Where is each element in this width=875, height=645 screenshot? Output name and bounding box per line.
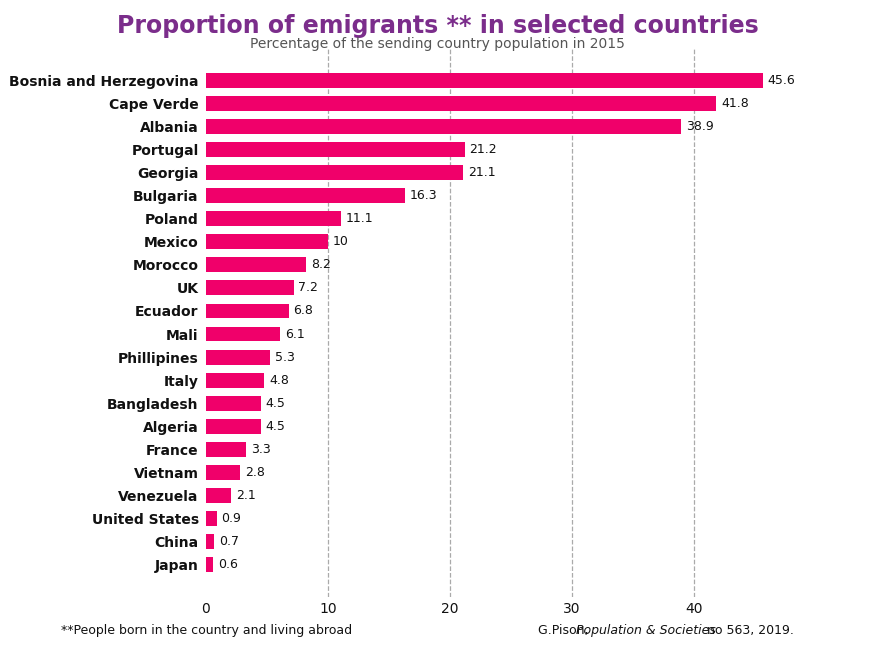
- Bar: [206, 419, 261, 433]
- Text: 2.8: 2.8: [245, 466, 264, 479]
- Bar: [206, 511, 217, 526]
- Bar: [206, 212, 341, 226]
- Bar: [206, 464, 240, 480]
- Text: 21.1: 21.1: [468, 166, 496, 179]
- Text: 2.1: 2.1: [236, 489, 256, 502]
- Text: 38.9: 38.9: [686, 121, 713, 134]
- Bar: [206, 533, 214, 549]
- Bar: [206, 234, 328, 250]
- Bar: [206, 119, 681, 134]
- Text: 0.9: 0.9: [221, 511, 242, 524]
- Text: 4.5: 4.5: [265, 397, 285, 410]
- Text: **People born in the country and living abroad: **People born in the country and living …: [61, 624, 353, 637]
- Text: G.Pison,: G.Pison,: [538, 624, 592, 637]
- Bar: [206, 74, 763, 88]
- Text: 10: 10: [332, 235, 348, 248]
- Bar: [206, 188, 405, 203]
- Text: 7.2: 7.2: [298, 281, 318, 295]
- Text: 16.3: 16.3: [410, 190, 438, 203]
- Bar: [206, 304, 289, 319]
- Bar: [206, 373, 264, 388]
- Text: 11.1: 11.1: [346, 212, 374, 225]
- Text: 8.2: 8.2: [311, 259, 331, 272]
- Bar: [206, 281, 294, 295]
- Bar: [206, 350, 270, 364]
- Bar: [206, 326, 280, 341]
- Text: 6.1: 6.1: [285, 328, 304, 341]
- Text: 45.6: 45.6: [767, 74, 795, 87]
- Bar: [206, 165, 464, 181]
- Text: Population & Societies: Population & Societies: [576, 624, 716, 637]
- Text: 41.8: 41.8: [721, 97, 749, 110]
- Text: Proportion of emigrants ** in selected countries: Proportion of emigrants ** in selected c…: [116, 14, 759, 38]
- Text: 4.5: 4.5: [265, 420, 285, 433]
- Bar: [206, 143, 465, 157]
- Text: 21.2: 21.2: [469, 143, 497, 156]
- Text: no 563, 2019.: no 563, 2019.: [703, 624, 794, 637]
- Text: Percentage of the sending country population in 2015: Percentage of the sending country popula…: [250, 37, 625, 52]
- Bar: [206, 257, 305, 272]
- Bar: [206, 442, 246, 457]
- Text: 0.7: 0.7: [219, 535, 239, 548]
- Bar: [206, 395, 261, 411]
- Bar: [206, 96, 716, 112]
- Text: 3.3: 3.3: [251, 442, 270, 455]
- Text: 4.8: 4.8: [270, 373, 289, 386]
- Bar: [206, 488, 231, 502]
- Text: 5.3: 5.3: [276, 350, 295, 364]
- Text: 6.8: 6.8: [294, 304, 313, 317]
- Bar: [206, 557, 213, 571]
- Text: 0.6: 0.6: [218, 558, 238, 571]
